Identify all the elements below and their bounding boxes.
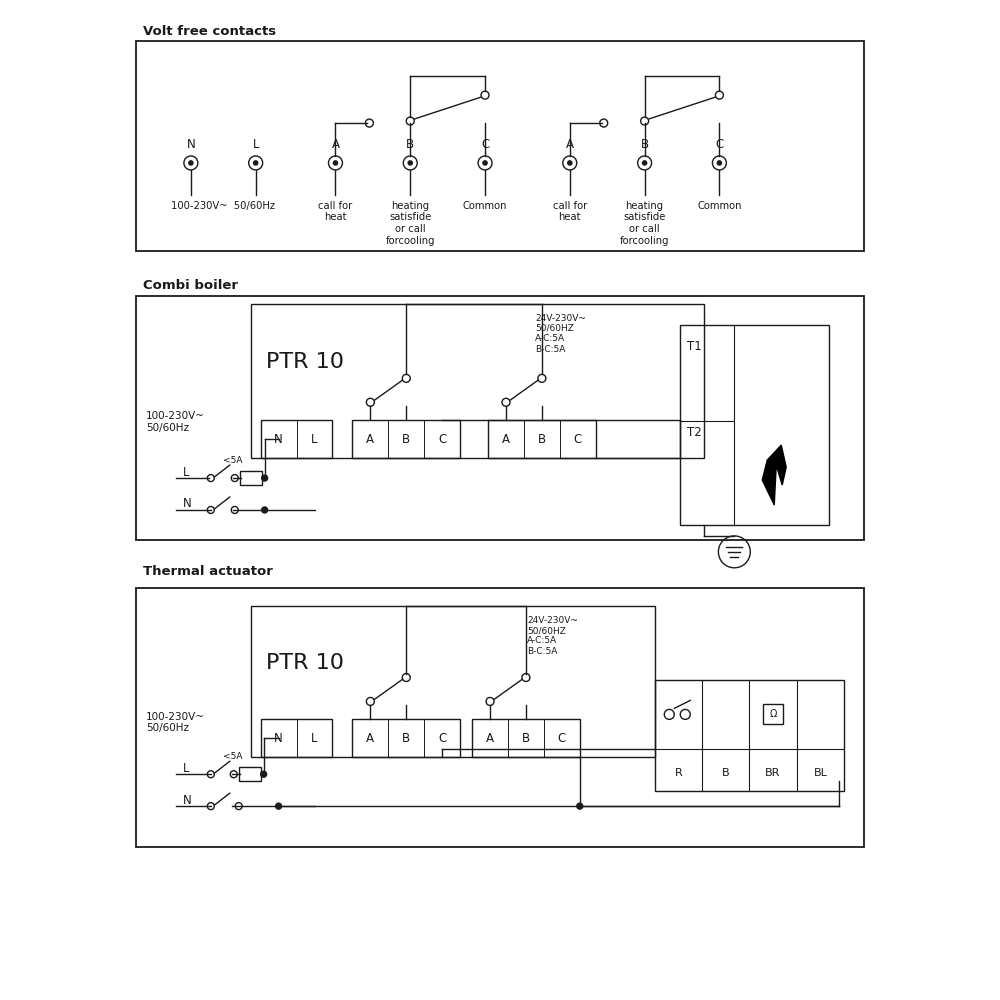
Text: Thermal actuator: Thermal actuator xyxy=(143,565,273,578)
Polygon shape xyxy=(762,445,786,505)
Text: B: B xyxy=(538,433,546,446)
Circle shape xyxy=(568,161,572,165)
Text: 100-230V~
50/60Hz: 100-230V~ 50/60Hz xyxy=(146,411,205,433)
Bar xyxy=(261,719,332,757)
Text: C: C xyxy=(558,732,566,745)
Bar xyxy=(136,588,864,847)
Circle shape xyxy=(717,161,721,165)
Circle shape xyxy=(408,161,412,165)
Text: <5A: <5A xyxy=(223,456,242,465)
Circle shape xyxy=(189,161,193,165)
Text: C: C xyxy=(438,433,446,446)
Text: BR: BR xyxy=(765,768,781,778)
Text: BL: BL xyxy=(813,768,827,778)
Bar xyxy=(239,767,261,781)
Bar xyxy=(680,325,829,525)
Text: 24V-230V~
50/60HZ
A-C:5A
B-C:5A: 24V-230V~ 50/60HZ A-C:5A B-C:5A xyxy=(535,314,586,354)
Bar xyxy=(240,471,262,485)
Text: T2: T2 xyxy=(687,426,702,439)
Circle shape xyxy=(262,475,268,481)
Text: L: L xyxy=(183,762,189,775)
Text: A: A xyxy=(486,732,494,745)
Bar xyxy=(472,719,580,757)
Text: C: C xyxy=(574,433,582,446)
Bar xyxy=(251,304,704,458)
Text: B: B xyxy=(402,732,410,745)
Text: Volt free contacts: Volt free contacts xyxy=(143,25,276,38)
Text: B: B xyxy=(522,732,530,745)
Text: 24V-230V~
50/60HZ
A-C:5A
B-C:5A: 24V-230V~ 50/60HZ A-C:5A B-C:5A xyxy=(527,616,578,656)
Text: Ω: Ω xyxy=(769,709,777,719)
Text: N: N xyxy=(186,138,195,151)
Text: A: A xyxy=(331,138,339,151)
Circle shape xyxy=(262,507,268,513)
Text: L: L xyxy=(183,466,189,479)
Text: C: C xyxy=(438,732,446,745)
Text: N: N xyxy=(274,732,283,745)
Bar xyxy=(261,420,332,458)
Text: Combi boiler: Combi boiler xyxy=(143,279,238,292)
Bar xyxy=(136,296,864,540)
Circle shape xyxy=(276,803,282,809)
Text: Common: Common xyxy=(463,201,507,211)
Circle shape xyxy=(643,161,647,165)
Text: call for
heat: call for heat xyxy=(318,201,353,222)
Text: 100-230V~  50/60Hz: 100-230V~ 50/60Hz xyxy=(171,201,275,211)
Text: A: A xyxy=(366,433,374,446)
Text: L: L xyxy=(311,433,318,446)
Text: R: R xyxy=(674,768,682,778)
Text: A: A xyxy=(366,732,374,745)
Text: B: B xyxy=(406,138,414,151)
Text: L: L xyxy=(252,138,259,151)
Text: N: N xyxy=(183,497,192,510)
Text: A: A xyxy=(502,433,510,446)
Text: PTR 10: PTR 10 xyxy=(266,352,344,372)
Circle shape xyxy=(333,161,338,165)
Bar xyxy=(352,719,460,757)
Circle shape xyxy=(577,803,583,809)
Text: N: N xyxy=(183,794,192,807)
Text: L: L xyxy=(311,732,318,745)
Text: B: B xyxy=(722,768,729,778)
Bar xyxy=(352,420,460,458)
Text: T1: T1 xyxy=(687,340,702,353)
Text: Common: Common xyxy=(697,201,742,211)
Text: N: N xyxy=(274,433,283,446)
Text: B: B xyxy=(402,433,410,446)
Bar xyxy=(251,606,655,757)
Text: PTR 10: PTR 10 xyxy=(266,653,344,673)
Bar xyxy=(763,704,783,724)
Text: B: B xyxy=(641,138,649,151)
Text: 100-230V~
50/60Hz: 100-230V~ 50/60Hz xyxy=(146,712,205,733)
Circle shape xyxy=(483,161,487,165)
Text: C: C xyxy=(715,138,724,151)
Bar xyxy=(136,41,864,251)
Text: call for
heat: call for heat xyxy=(553,201,587,222)
Circle shape xyxy=(261,771,267,777)
Text: heating
satisfide
or call
forcooling: heating satisfide or call forcooling xyxy=(620,201,669,246)
Circle shape xyxy=(254,161,258,165)
Bar xyxy=(488,420,596,458)
Text: C: C xyxy=(481,138,489,151)
Text: <5A: <5A xyxy=(223,752,242,761)
Text: A: A xyxy=(566,138,574,151)
Text: heating
satisfide
or call
forcooling: heating satisfide or call forcooling xyxy=(386,201,435,246)
Bar xyxy=(655,680,844,791)
